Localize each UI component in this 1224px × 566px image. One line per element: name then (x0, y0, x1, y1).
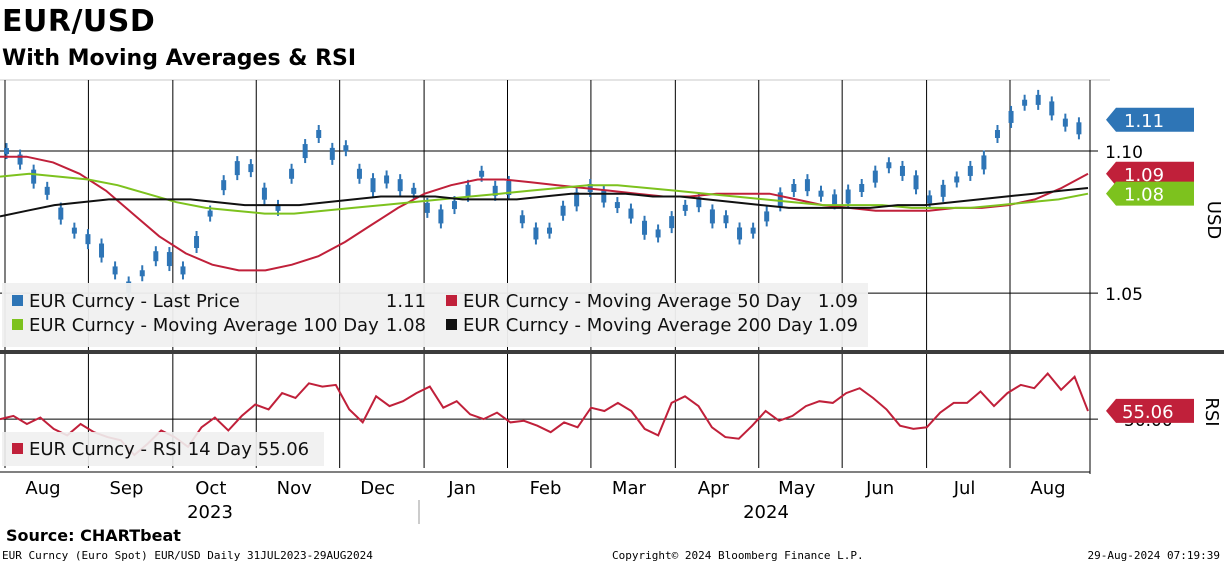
x-tick-label: Aug (1030, 478, 1065, 499)
price-axis-label: USD (1203, 201, 1224, 239)
price-value-tag (1106, 161, 1194, 186)
legend-swatch (12, 319, 23, 330)
price-value-tag-label: 1.08 (1124, 185, 1164, 206)
moving-average-line (0, 187, 1089, 218)
footer-copyright: Copyright© 2024 Bloomberg Finance L.P. (612, 549, 864, 562)
source-note: Source: CHARTbeat (6, 526, 181, 545)
legend-value: 1.09 (818, 315, 858, 336)
legend-value: 1.08 (386, 315, 426, 336)
legend-label: EUR Curncy - Moving Average 100 Day (29, 315, 379, 336)
price-tick-label: 1.10 (1105, 143, 1143, 163)
price-tick-label: 1.05 (1105, 285, 1143, 305)
price-value-tag (1106, 181, 1194, 206)
x-tick-label: Sep (109, 478, 143, 499)
x-tick-label: Mar (612, 478, 647, 499)
rsi-value-tag (1106, 398, 1194, 423)
legend-swatch (446, 295, 457, 306)
rsi-legend-box (2, 432, 324, 466)
year-label: 2024 (743, 502, 789, 523)
x-tick-label: Jun (865, 478, 894, 499)
x-tick-label: May (778, 478, 816, 499)
chart-title: EUR/USD (2, 4, 156, 39)
price-value-tag-label: 1.09 (1124, 165, 1164, 186)
x-tick-label: Jan (447, 478, 476, 499)
x-tick-label: Jul (953, 478, 976, 499)
legend-label: EUR Curncy - Moving Average 50 Day (463, 291, 802, 312)
x-tick-label: Feb (530, 478, 562, 499)
chart-subtitle: With Moving Averages & RSI (2, 46, 357, 71)
x-tick-label: Apr (698, 478, 730, 499)
price-legend-box (2, 283, 868, 347)
legend-swatch (12, 443, 23, 454)
x-tick-label: Oct (195, 478, 226, 499)
legend-label: EUR Curncy - Moving Average 200 Day (463, 315, 813, 336)
legend-label: EUR Curncy - RSI 14 Day 55.06 (29, 439, 309, 460)
moving-average-line (0, 172, 1089, 215)
x-tick-label: Nov (277, 478, 312, 499)
year-label: 2023 (187, 502, 233, 523)
footer-timestamp: 29-Aug-2024 07:19:39 (1087, 549, 1220, 562)
legend-label: EUR Curncy - Last Price (29, 291, 240, 312)
footer-left: EUR Curncy (Euro Spot) EUR/USD Daily 31J… (2, 549, 373, 562)
moving-average-line (0, 155, 1089, 272)
x-tick-label: Dec (360, 478, 395, 499)
legend-value: 1.09 (818, 291, 858, 312)
rsi-axis-label: RSI (1201, 397, 1222, 426)
legend-swatch (446, 319, 457, 330)
x-tick-label: Aug (25, 478, 60, 499)
price-value-tag (1106, 107, 1194, 132)
legend-swatch (12, 295, 23, 306)
rsi-value-tag-label: 55.06 (1122, 402, 1174, 423)
price-value-tag-label: 1.11 (1124, 111, 1164, 132)
legend-value: 1.11 (386, 291, 426, 312)
